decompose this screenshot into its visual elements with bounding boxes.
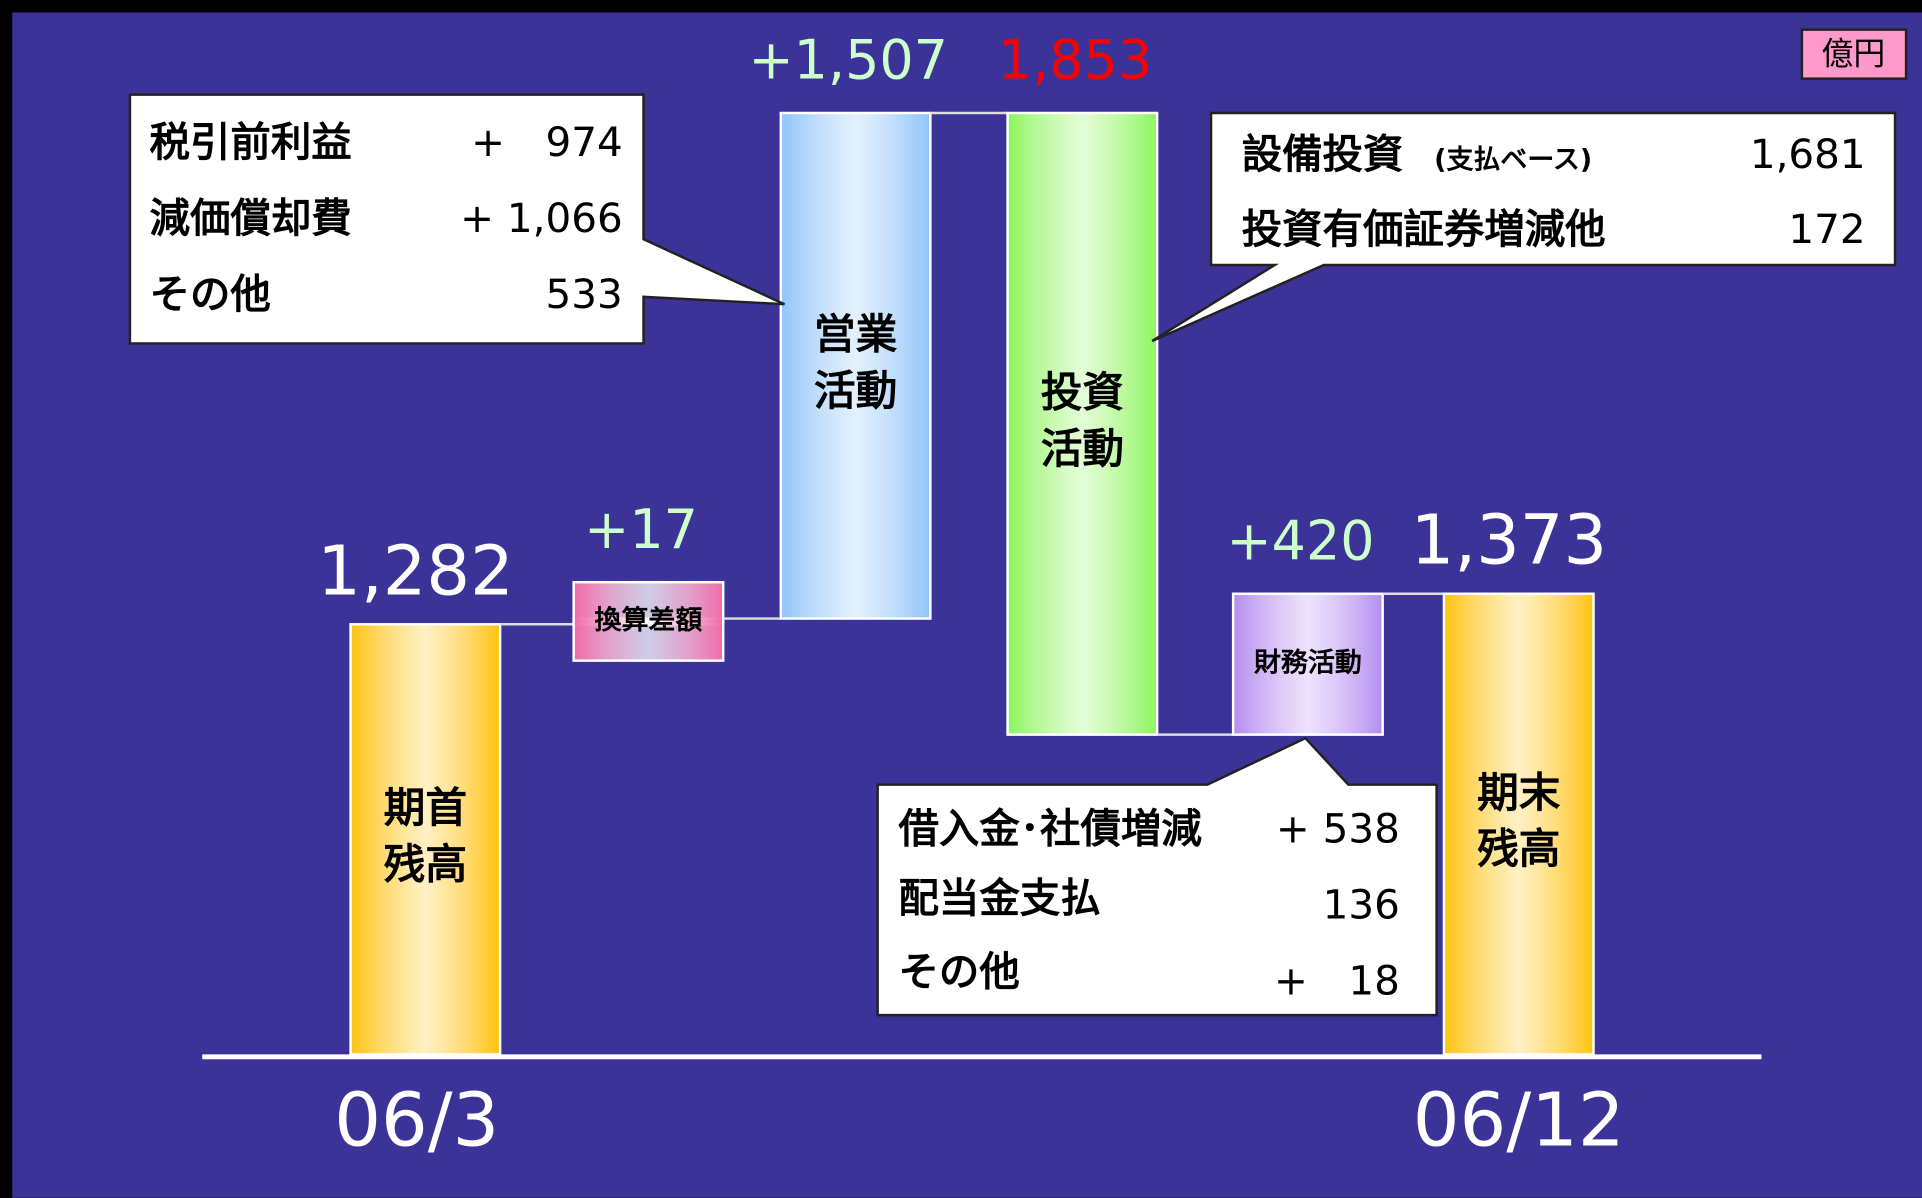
value-label: +420 xyxy=(1226,509,1374,572)
start-period: 06/3 xyxy=(334,1078,499,1163)
bar-shine xyxy=(1442,592,1595,1056)
callout-1: 税引前利益 + 974 減価償却費 + 1,066 その他 533 xyxy=(128,93,786,345)
category-label: 活動 xyxy=(814,366,897,415)
callout-label: 借入金･社債増減 xyxy=(897,804,1202,852)
category-label: 期首 xyxy=(384,783,467,832)
callout-label: その他 xyxy=(898,948,1019,996)
category-label: 残高 xyxy=(1477,824,1560,873)
callout-label: 減価償却費 xyxy=(150,194,352,242)
category-label: 期末 xyxy=(1477,768,1561,817)
value-label: +17 xyxy=(584,498,698,561)
callout-value: + 1,066 xyxy=(460,194,623,242)
callout-value: 533 xyxy=(546,270,623,318)
value-label: 1,373 xyxy=(1411,501,1607,581)
category-label: 投資 xyxy=(1041,368,1124,417)
callout-value: 1,681 xyxy=(1750,130,1866,178)
callout-label: 設備投資 xyxy=(1242,130,1404,178)
category-label: 財務活動 xyxy=(1254,648,1362,679)
category-label: 残高 xyxy=(384,839,467,888)
callout-label: 配当金支払 xyxy=(898,874,1100,922)
unit-box xyxy=(1800,28,1908,80)
bar-shine xyxy=(349,623,502,1056)
callout-label: 投資有価証券増減他 xyxy=(1242,205,1606,253)
callout-value: 172 xyxy=(1788,205,1865,253)
callout-label: 税引前利益 xyxy=(150,118,352,166)
callout-value: + 974 xyxy=(471,118,623,166)
callout-value: + 18 xyxy=(1274,956,1400,1004)
unit: 億円 xyxy=(1821,34,1885,72)
value-label: +1,507 xyxy=(748,29,948,92)
callout-box xyxy=(128,93,786,345)
category-label: 活動 xyxy=(1041,424,1124,473)
value-label: 1,282 xyxy=(317,531,513,611)
callout-2: 設備投資 (支払ベース) 1,681 投資有価証券増減他 172 xyxy=(1151,111,1897,343)
category-label: 営業 xyxy=(814,310,898,359)
callout-note: (支払ベース) xyxy=(1434,144,1592,175)
callout-box xyxy=(876,736,1438,1017)
callout-value: 136 xyxy=(1323,880,1400,928)
bar-shine xyxy=(1006,111,1159,736)
label-box xyxy=(572,580,725,662)
bar-shine xyxy=(1231,592,1384,736)
callout-label: その他 xyxy=(150,270,271,318)
callout-value: + 538 xyxy=(1276,804,1400,852)
end-period: 06/12 xyxy=(1413,1078,1625,1163)
category-label: 換算差額 xyxy=(595,604,703,636)
callout-3: 借入金･社債増減 + 538 配当金支払 136 その他 + 18 xyxy=(876,736,1438,1017)
bar-shine xyxy=(779,111,932,620)
callout-box xyxy=(1151,111,1897,343)
value-label: 1,853 xyxy=(998,29,1152,92)
bars: 期首残高1,282換算差額+17営業活動+1,507投資活動1,853財務活動+… xyxy=(317,29,1607,1056)
